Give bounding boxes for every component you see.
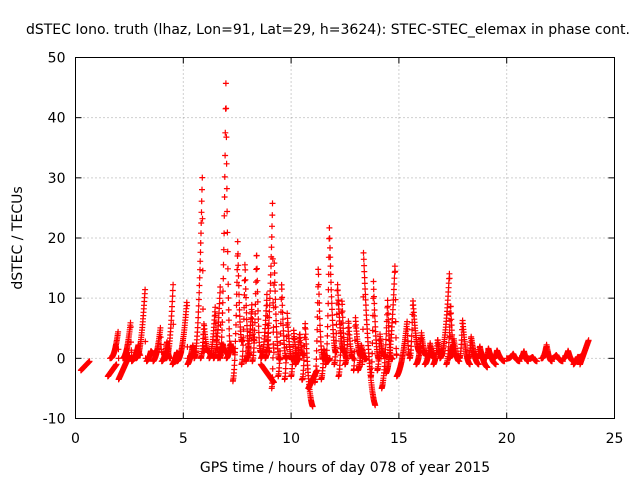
y-tick-label: 20 xyxy=(48,231,66,247)
x-tick-label: 20 xyxy=(498,431,516,447)
y-tick-label: 40 xyxy=(48,111,66,127)
x-tick-label: 10 xyxy=(282,431,300,447)
axis-ticks: 0 5 10 15 20 25 -10 0 10 20 30 40 50 xyxy=(43,51,624,448)
y-tick-label: 0 xyxy=(57,351,66,367)
y-axis-label: dSTEC / TECUs xyxy=(10,186,26,289)
chart-title: dSTEC Iono. truth (lhaz, Lon=91, Lat=29,… xyxy=(26,22,630,38)
x-tick-label: 0 xyxy=(71,431,80,447)
y-tick-label: 50 xyxy=(48,51,66,67)
data-points xyxy=(77,80,592,410)
x-axis-label: GPS time / hours of day 078 of year 2015 xyxy=(200,460,490,476)
x-tick-label: 25 xyxy=(606,431,624,447)
x-tick-label: 5 xyxy=(179,431,188,447)
y-tick-label: -10 xyxy=(43,412,66,428)
y-tick-label: 30 xyxy=(48,171,66,187)
x-tick-label: 15 xyxy=(390,431,408,447)
plus-markers xyxy=(77,80,592,410)
y-tick-label: 10 xyxy=(48,291,66,307)
